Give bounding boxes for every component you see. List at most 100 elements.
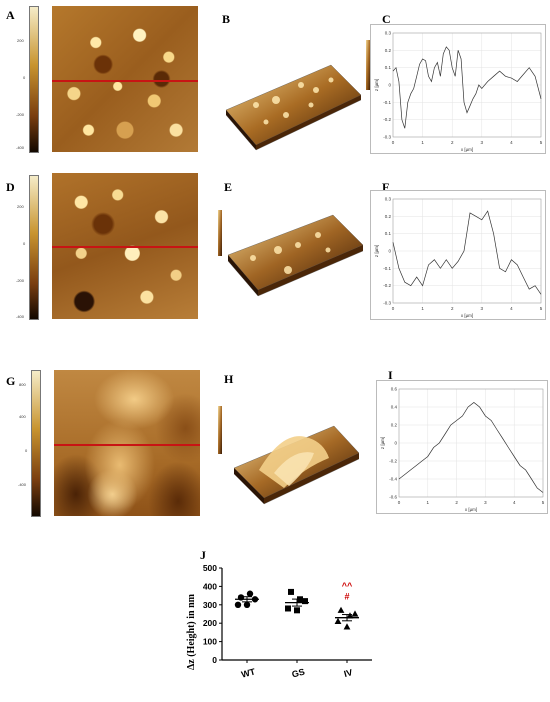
- y-tick-label: -0.1: [383, 266, 391, 271]
- j-y-tick-label: 300: [203, 600, 217, 610]
- j-point: [234, 601, 242, 608]
- j-y-tick-label: 200: [203, 618, 217, 628]
- x-tick-label: 0: [392, 306, 395, 311]
- j-category-label: WT: [240, 666, 257, 679]
- x-tick-label: 3: [481, 140, 484, 145]
- x-tick-label: 1: [421, 140, 424, 145]
- colorbar-d-tick: -200: [16, 278, 25, 283]
- y-tick-label: 0: [394, 441, 397, 446]
- y-tick-label: 0.6: [391, 387, 398, 392]
- j-category-label: GS: [291, 667, 306, 680]
- j-point: [285, 605, 291, 612]
- y-tick-label: -0.2: [389, 459, 397, 464]
- line-profile-c: 0 1 2 3 4 5 0.3 0.2 0.1 0 -0.1 -0.2 -0.3 x [µm] z [µm]: [370, 24, 546, 154]
- x-tick-label: 2: [451, 140, 454, 145]
- profile-line-a: [52, 80, 198, 82]
- y-tick-label: 0: [388, 249, 391, 254]
- x-axis-label: x [µm]: [461, 147, 473, 152]
- colorbar-a-tick: 200: [17, 38, 24, 43]
- x-axis-label: x [µm]: [465, 507, 477, 512]
- colorbar-g-tick: 800: [19, 382, 26, 387]
- profile-series-line: [392, 46, 542, 129]
- x-tick-label: 2: [451, 306, 454, 311]
- colorbar-g-tick: -400: [18, 482, 27, 487]
- colorbar-d-tick: -400: [16, 314, 25, 319]
- afm-image-a: [52, 6, 198, 152]
- plot-frame: [392, 32, 542, 138]
- j-point: [346, 612, 354, 619]
- line-profile-i: 0 1 2 3 4 5 0.6 0.4 0.2 0 -0.2 -0.4 -0.6 x [µm] z [µm]: [376, 380, 548, 514]
- y-tick-label: -0.3: [383, 301, 391, 306]
- y-tick-label: 0.3: [385, 31, 392, 36]
- x-tick-label: 2: [455, 500, 458, 505]
- j-y-tick-label: 0: [212, 655, 217, 665]
- colorbar-a-tick: -400: [16, 145, 25, 150]
- x-tick-label: 4: [510, 306, 513, 311]
- panel-label-i: I: [388, 368, 393, 382]
- panel-label-e: E: [224, 180, 233, 194]
- y-tick-label: -0.2: [383, 283, 391, 288]
- y-tick-label: -0.2: [383, 117, 391, 122]
- x-tick-label: 1: [427, 500, 430, 505]
- colorbar-a-tick: 0: [23, 75, 26, 80]
- panel-label-h: H: [224, 372, 234, 386]
- y-tick-label: 0.3: [385, 197, 392, 202]
- profile-series-line: [398, 402, 544, 493]
- profile-line-d: [52, 246, 198, 248]
- j-point: [337, 606, 345, 613]
- x-tick-label: 0: [398, 500, 401, 505]
- j-category-label: IV: [343, 667, 354, 679]
- afm-3d-b: [225, 40, 370, 151]
- j-y-tick-label: 100: [203, 637, 217, 647]
- colorbar-d-tick: 200: [17, 204, 24, 209]
- y-axis-label: z [µm]: [374, 79, 379, 91]
- j-y-tick-label: 500: [203, 563, 217, 573]
- j-point: [334, 617, 342, 624]
- y-tick-label: -0.4: [389, 477, 397, 482]
- y-tick-label: -0.1: [383, 100, 391, 105]
- plot-frame: [392, 198, 542, 304]
- x-tick-label: 3: [484, 500, 487, 505]
- y-tick-label: 0.2: [391, 423, 398, 428]
- panel-label-f: F: [382, 180, 390, 194]
- y-tick-label: 0.2: [385, 214, 392, 219]
- j-point: [351, 610, 359, 617]
- y-tick-label: 0.1: [385, 65, 392, 70]
- j-point: [288, 588, 294, 595]
- j-point: [243, 601, 251, 608]
- afm-image-g: [54, 370, 200, 516]
- x-tick-label: 5: [540, 306, 543, 311]
- y-tick-label: -0.6: [389, 495, 397, 500]
- line-profile-f: 0 1 2 3 4 5 0.3 0.2 0.1 0 -0.1 -0.2 -0.3 x [µm] z [µm]: [370, 190, 546, 320]
- panel-label-a: A: [6, 8, 15, 22]
- j-point: [343, 623, 351, 630]
- x-tick-label: 4: [513, 500, 516, 505]
- j-y-tick-label: 400: [203, 581, 217, 591]
- y-axis-label: z [µm]: [380, 437, 385, 449]
- x-tick-label: 3: [481, 306, 484, 311]
- x-tick-label: 0: [392, 140, 395, 145]
- panel-label-d: D: [6, 180, 15, 194]
- y-tick-label: 0.2: [385, 48, 392, 53]
- profile-line-g: [54, 444, 200, 446]
- x-tick-label: 4: [510, 140, 513, 145]
- colorbar-g-tick: 400: [19, 414, 26, 419]
- x-tick-label: 5: [540, 140, 543, 145]
- colorbar-d: [29, 175, 39, 320]
- j-point: [294, 607, 300, 614]
- x-tick-label: 1: [421, 306, 424, 311]
- panel-label-c: C: [382, 12, 391, 26]
- panel-label-b: B: [222, 12, 231, 26]
- profile-series-line: [392, 210, 542, 295]
- j-point: [302, 598, 308, 605]
- j-point: [246, 590, 254, 597]
- j-ylabel: Δz (Height) in nm: [186, 593, 197, 670]
- j-caret-annotation: ^^: [342, 581, 353, 591]
- y-tick-label: 0: [388, 83, 391, 88]
- j-hash-annotation: #: [344, 591, 349, 601]
- x-axis-label: x [µm]: [461, 313, 473, 318]
- x-tick-label: 5: [542, 500, 545, 505]
- afm-3d-h: [218, 406, 360, 505]
- height-scatter-chart: Δz (Height) in nm 0 100 200 300 400 500 WT GS IV…: [186, 563, 372, 680]
- y-tick-label: 0.1: [385, 231, 392, 236]
